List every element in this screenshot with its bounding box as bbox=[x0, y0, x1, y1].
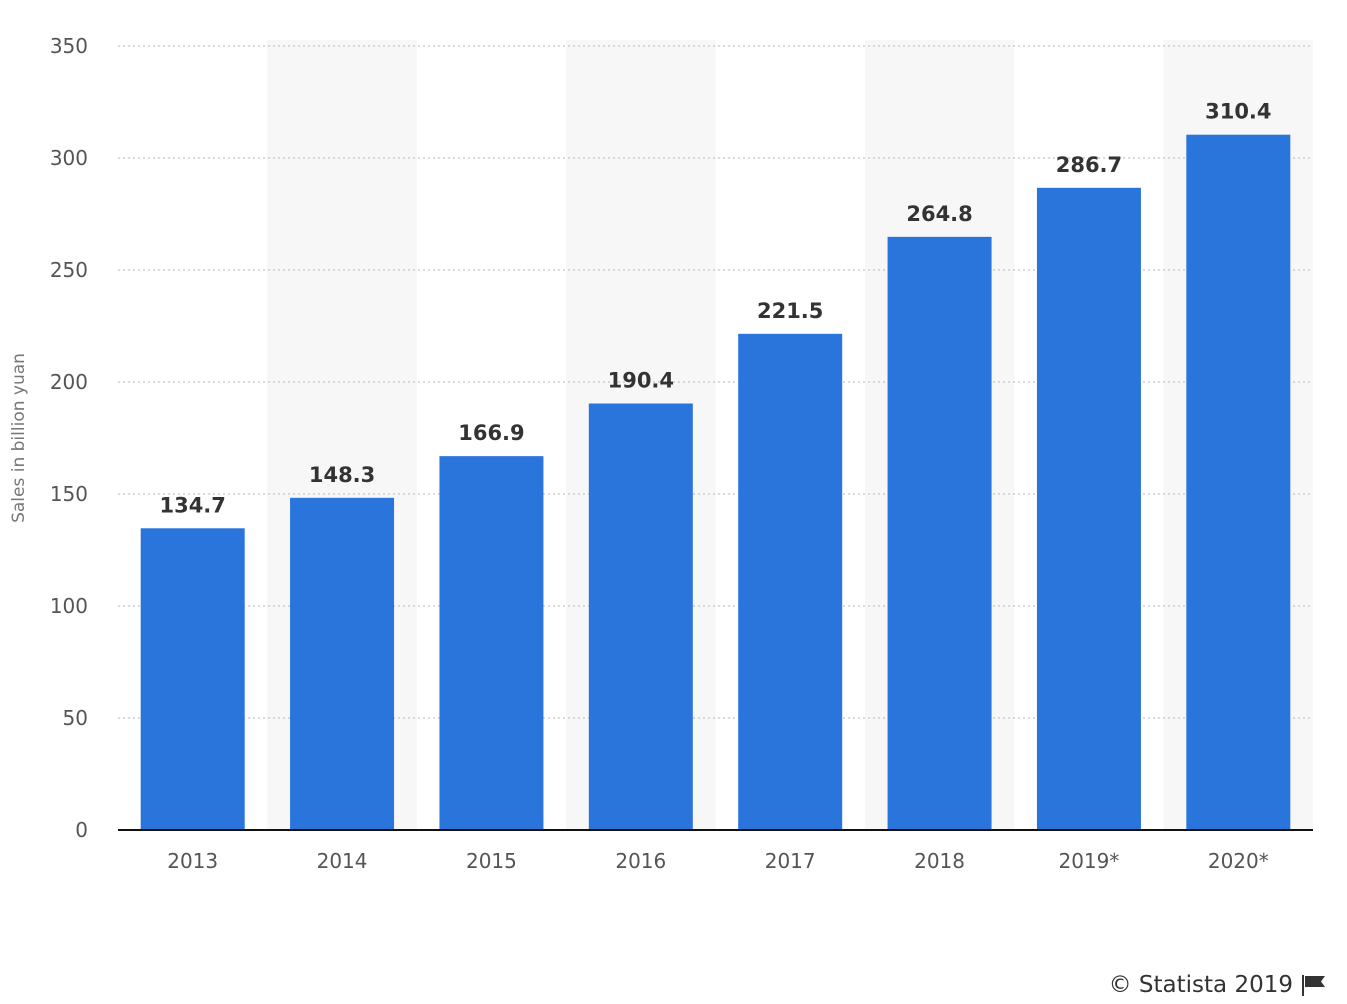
y-axis-ticks: 0 50 100 150 200 250 300 350 bbox=[50, 34, 88, 842]
x-tick-label: 2015 bbox=[466, 849, 517, 873]
bars bbox=[140, 134, 1291, 831]
bar[interactable] bbox=[738, 333, 843, 830]
x-tick-label: 2017 bbox=[765, 849, 816, 873]
data-label: 264.8 bbox=[906, 202, 972, 226]
data-label: 190.4 bbox=[608, 369, 674, 393]
data-label: 148.3 bbox=[309, 463, 375, 487]
y-tick-label: 250 bbox=[50, 258, 88, 282]
y-tick-label: 50 bbox=[63, 706, 88, 730]
y-tick-label: 100 bbox=[50, 594, 88, 618]
bar-chart: 0 50 100 150 200 250 300 350 134.7 148.3 166.9 190… bbox=[9, 34, 1313, 873]
x-tick-label: 2019* bbox=[1058, 849, 1119, 873]
data-label: 134.7 bbox=[159, 493, 225, 517]
bar[interactable] bbox=[140, 528, 245, 830]
data-label: 166.9 bbox=[458, 421, 524, 445]
flag-icon[interactable] bbox=[1301, 973, 1327, 997]
y-tick-label: 300 bbox=[50, 146, 88, 170]
x-tick-label: 2013 bbox=[167, 849, 218, 873]
bar[interactable] bbox=[1186, 134, 1291, 831]
x-tick-label: 2014 bbox=[317, 849, 368, 873]
y-tick-label: 200 bbox=[50, 370, 88, 394]
x-axis-ticks: 2013 2014 2015 2016 2017 2018 2019* 2020* bbox=[167, 849, 1269, 873]
bar[interactable] bbox=[290, 497, 395, 830]
x-tick-label: 2020* bbox=[1208, 849, 1269, 873]
y-tick-label: 0 bbox=[75, 818, 88, 842]
data-label: 286.7 bbox=[1056, 153, 1122, 177]
y-axis-label: Sales in billion yuan bbox=[9, 353, 29, 523]
data-labels: 134.7 148.3 166.9 190.4 221.5 264.8 286.7 310.4 bbox=[159, 100, 1271, 518]
data-label: 310.4 bbox=[1205, 100, 1271, 124]
credit-text: © Statista 2019 bbox=[1108, 972, 1293, 998]
x-tick-label: 2016 bbox=[615, 849, 666, 873]
bar[interactable] bbox=[887, 236, 992, 830]
bar[interactable] bbox=[588, 403, 693, 830]
x-tick-label: 2018 bbox=[914, 849, 965, 873]
y-tick-label: 350 bbox=[50, 34, 88, 58]
statista-credit[interactable]: © Statista 2019 bbox=[1109, 972, 1327, 998]
bar[interactable] bbox=[439, 456, 544, 830]
bar[interactable] bbox=[1036, 187, 1141, 831]
data-label: 221.5 bbox=[757, 299, 823, 323]
y-tick-label: 150 bbox=[50, 482, 88, 506]
